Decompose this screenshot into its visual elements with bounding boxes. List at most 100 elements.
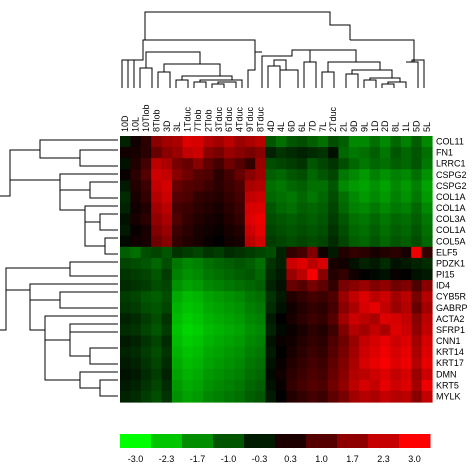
heatmap-cell	[130, 346, 142, 359]
heatmap-cell	[328, 302, 339, 314]
heatmap-cell	[244, 213, 256, 226]
heatmap-cell	[328, 246, 339, 259]
heatmap-cell	[317, 302, 329, 314]
heatmap-cell	[359, 147, 371, 159]
heatmap-cell	[234, 324, 246, 337]
heatmap-cell	[421, 169, 433, 181]
heatmap-cell	[317, 180, 329, 193]
heatmap-cell	[182, 291, 194, 303]
heatmap-cell	[380, 246, 391, 259]
heatmap-cell	[244, 246, 256, 259]
heatmap-cell	[182, 324, 194, 337]
column-label: 2Tduc	[328, 106, 338, 132]
heatmap-cell	[244, 202, 256, 215]
heatmap-cell	[369, 280, 381, 292]
heatmap-cell	[213, 368, 225, 381]
heatmap-cell	[296, 346, 308, 359]
heatmap-cell	[276, 136, 287, 148]
heatmap-cell	[151, 147, 163, 159]
heatmap-cell	[244, 313, 256, 326]
heatmap-cell	[369, 224, 381, 237]
heatmap-cell	[120, 302, 131, 314]
column-label: 4Tduc	[235, 106, 245, 132]
heatmap-cell	[244, 302, 256, 314]
heatmap-cell	[151, 235, 163, 248]
heatmap-cell	[130, 368, 142, 381]
heatmap-cell	[348, 269, 360, 281]
heatmap-cell	[296, 269, 308, 281]
heatmap-cell	[317, 357, 329, 370]
heatmap-cell	[369, 202, 381, 215]
heatmap-cell	[390, 368, 402, 381]
heatmap-cell	[192, 224, 204, 237]
heatmap-cell	[224, 246, 235, 259]
heatmap-cell	[203, 257, 215, 270]
row-label: FN1	[436, 148, 453, 158]
heatmap-cell	[172, 291, 183, 303]
heatmap-cell	[161, 335, 173, 348]
heatmap-cell	[400, 235, 412, 248]
heatmap-cell	[338, 324, 350, 337]
column-label: 3Tduc	[214, 106, 224, 132]
heatmap-cell	[338, 379, 350, 392]
heatmap-cell	[296, 280, 308, 292]
heatmap-cell	[192, 324, 204, 337]
heatmap-cell	[120, 291, 131, 303]
heatmap-cell	[140, 269, 152, 281]
column-label: 9L	[359, 122, 369, 132]
heatmap-cell	[380, 224, 391, 237]
heatmap-cell	[244, 224, 256, 237]
heatmap-cell	[120, 180, 131, 193]
heatmap-cell	[380, 357, 391, 370]
row-label: CSPG2	[436, 181, 467, 191]
heatmap-cell	[307, 147, 319, 159]
heatmap-cell	[400, 302, 412, 314]
heatmap-cell	[390, 357, 402, 370]
column-label: 6D	[287, 120, 297, 132]
heatmap-cell	[390, 291, 402, 303]
heatmap-cell	[390, 313, 402, 326]
heatmap-cell	[369, 302, 381, 314]
heatmap-cell	[151, 158, 163, 170]
heatmap-cell	[192, 202, 204, 215]
heatmap-cell	[265, 291, 277, 303]
column-label: 10Tlob	[141, 104, 151, 132]
heatmap-cell	[130, 390, 142, 403]
heatmap-cell	[296, 368, 308, 381]
heatmap-cell	[296, 357, 308, 370]
heatmap-cell	[380, 280, 391, 292]
heatmap-cell	[307, 390, 319, 403]
heatmap-cell	[244, 257, 256, 270]
heatmap-cell	[369, 357, 381, 370]
heatmap-cell	[359, 169, 371, 181]
row-label: COL3A	[436, 214, 466, 224]
color-scale-swatch	[151, 434, 183, 448]
heatmap-cell	[369, 246, 381, 259]
heatmap-cell	[380, 191, 391, 204]
heatmap-cell	[276, 335, 287, 348]
heatmap-cell	[203, 224, 215, 237]
row-label: KRT17	[436, 358, 464, 368]
heatmap-cell	[338, 246, 350, 259]
heatmap-cell	[203, 269, 215, 281]
heatmap-cell	[172, 246, 183, 259]
heatmap-cell	[338, 213, 350, 226]
color-scale-swatch	[337, 434, 369, 448]
heatmap-cell	[390, 147, 402, 159]
heatmap-cell	[182, 368, 194, 381]
heatmap-cell	[151, 169, 163, 181]
heatmap-cell	[213, 224, 225, 237]
heatmap-cell	[192, 379, 204, 392]
heatmap-cell	[192, 313, 204, 326]
heatmap-cell	[348, 224, 360, 237]
heatmap-cell	[244, 335, 256, 348]
heatmap-cell	[421, 147, 433, 159]
heatmap-cell	[182, 335, 194, 348]
heatmap-cell	[161, 213, 173, 226]
heatmap-cell	[400, 357, 412, 370]
row-label: CNN1	[436, 336, 461, 346]
heatmap-cell	[120, 202, 131, 215]
heatmap-cell	[213, 302, 225, 314]
row-label: COL1A	[436, 203, 466, 213]
heatmap-cell	[255, 368, 267, 381]
